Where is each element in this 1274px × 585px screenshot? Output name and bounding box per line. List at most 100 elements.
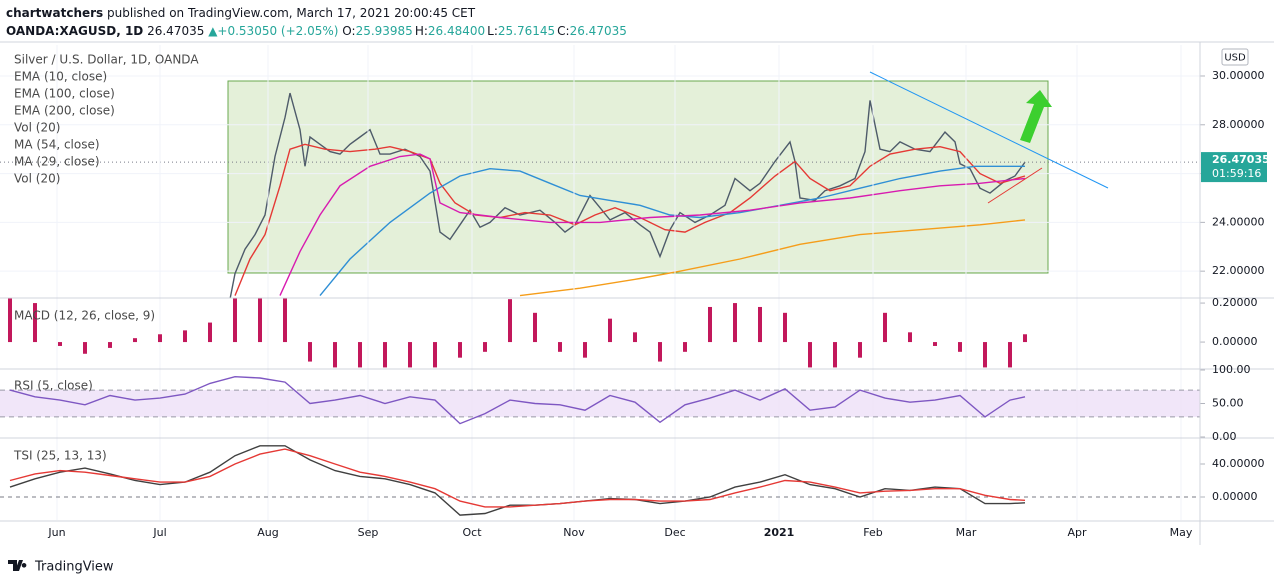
pane-title: TSI (25, 13, 13) bbox=[13, 449, 107, 463]
change: +0.53050 (+2.05%) bbox=[217, 24, 339, 38]
bar bbox=[483, 342, 487, 352]
bar bbox=[883, 312, 887, 343]
legend-entry: EMA (100, close) bbox=[14, 87, 115, 101]
bar bbox=[708, 306, 712, 343]
currency: USD bbox=[1224, 53, 1246, 64]
indicator-line bbox=[279, 153, 1026, 296]
x-tick-label: Jul bbox=[152, 526, 166, 539]
pane bbox=[0, 445, 1200, 516]
pane-title: Silver / U.S. Dollar, 1D, OANDA bbox=[14, 53, 199, 67]
y-tick-label: 0.20000 bbox=[1212, 296, 1258, 309]
separators bbox=[0, 41, 1274, 545]
bar bbox=[833, 342, 837, 368]
bar bbox=[383, 342, 387, 368]
bar bbox=[233, 298, 237, 343]
pane bbox=[8, 298, 1027, 368]
bar bbox=[83, 342, 87, 354]
bar bbox=[283, 298, 287, 343]
bar bbox=[133, 338, 137, 343]
bar bbox=[958, 342, 962, 352]
trend-line bbox=[869, 71, 1109, 189]
ohlc-label: L: bbox=[487, 24, 498, 38]
bar bbox=[533, 312, 537, 343]
x-tick-label: Mar bbox=[956, 526, 977, 539]
bar bbox=[58, 342, 62, 346]
y-tick-label: 50.00 bbox=[1212, 397, 1244, 410]
bar bbox=[308, 342, 312, 362]
bar bbox=[1008, 342, 1012, 368]
price-tag-value: 26.47035 bbox=[1212, 153, 1270, 166]
legend-entry: EMA (200, close) bbox=[14, 104, 115, 118]
x-tick-label: Nov bbox=[563, 526, 585, 539]
up-arrow bbox=[1020, 90, 1052, 143]
marks bbox=[0, 45, 1205, 520]
bar bbox=[858, 342, 862, 358]
price-tag-countdown: 01:59:16 bbox=[1212, 167, 1261, 180]
line bbox=[9, 448, 1026, 508]
y-tick-label: 30.00000 bbox=[1212, 69, 1265, 82]
header: chartwatchers published on TradingView.c… bbox=[6, 4, 629, 40]
ohlc-value: 25.93985 bbox=[355, 24, 413, 38]
bar bbox=[558, 342, 562, 352]
x-tick-label: Jun bbox=[47, 526, 65, 539]
y-tick-label: 0.00 bbox=[1212, 430, 1237, 443]
ohlc-value: 26.47035 bbox=[569, 24, 627, 38]
y-tick-label: 28.00000 bbox=[1212, 118, 1265, 131]
x-tick-label: Sep bbox=[358, 526, 379, 539]
bar bbox=[608, 318, 612, 343]
bar bbox=[333, 342, 337, 368]
indicator-line bbox=[319, 165, 1025, 297]
pane bbox=[0, 75, 1200, 298]
annotations-back bbox=[227, 80, 1049, 274]
legend-entry: Vol (20) bbox=[14, 121, 60, 135]
arrow: ▲ bbox=[208, 24, 218, 38]
legend-entry: MA (29, close) bbox=[14, 155, 100, 169]
bar bbox=[933, 342, 937, 346]
bar bbox=[183, 330, 187, 343]
ohlc: O:25.93985 H:26.48400 L:25.76145 C:26.47035 bbox=[342, 24, 629, 38]
publish-line: chartwatchers published on TradingView.c… bbox=[6, 4, 629, 22]
bar bbox=[908, 332, 912, 343]
legend-entry: Vol (20) bbox=[14, 172, 60, 186]
x-tick-label: Dec bbox=[664, 526, 685, 539]
bar bbox=[8, 298, 12, 343]
bar bbox=[683, 342, 687, 352]
x-tick-label: 2021 bbox=[764, 526, 795, 539]
bar bbox=[983, 342, 987, 368]
y-tick-label: 0.00000 bbox=[1212, 335, 1258, 348]
triangle-line bbox=[987, 167, 1043, 204]
bar bbox=[433, 342, 437, 368]
x-tick-label: Apr bbox=[1067, 526, 1087, 539]
y-tick-label: 22.00000 bbox=[1212, 264, 1265, 277]
x-tick-label: Feb bbox=[863, 526, 882, 539]
range-box bbox=[227, 80, 1049, 274]
indicator-line bbox=[234, 143, 1026, 296]
bar bbox=[808, 342, 812, 368]
ohlc-value: 25.76145 bbox=[497, 24, 556, 38]
symbol: OANDA:XAGUSD, 1D bbox=[6, 24, 144, 38]
ohlc-value: 26.48400 bbox=[427, 24, 486, 38]
bar bbox=[358, 342, 362, 368]
pane-title: MACD (12, 26, close, 9) bbox=[14, 309, 155, 323]
bar bbox=[733, 303, 737, 343]
bar bbox=[633, 332, 637, 343]
bar bbox=[33, 303, 37, 343]
band bbox=[0, 390, 1200, 417]
x-tick-label: Aug bbox=[257, 526, 278, 539]
bar bbox=[783, 312, 787, 343]
x-tick-label: Oct bbox=[462, 526, 482, 539]
ohlc-label: C: bbox=[557, 24, 570, 38]
labels: USD Silver / U.S. Dollar, 1D, OANDA MACD… bbox=[13, 48, 1270, 539]
published: published on TradingView.com, March 17, … bbox=[107, 6, 476, 20]
footer: TradingView bbox=[8, 560, 114, 575]
price-tag bbox=[1201, 152, 1267, 183]
bar bbox=[258, 298, 262, 343]
bar bbox=[658, 342, 662, 362]
y-tick-label: 24.00000 bbox=[1212, 215, 1265, 228]
publisher: chartwatchers bbox=[6, 6, 104, 20]
bar bbox=[508, 299, 512, 343]
line bbox=[9, 375, 1026, 425]
last: 26.47035 bbox=[147, 24, 205, 38]
